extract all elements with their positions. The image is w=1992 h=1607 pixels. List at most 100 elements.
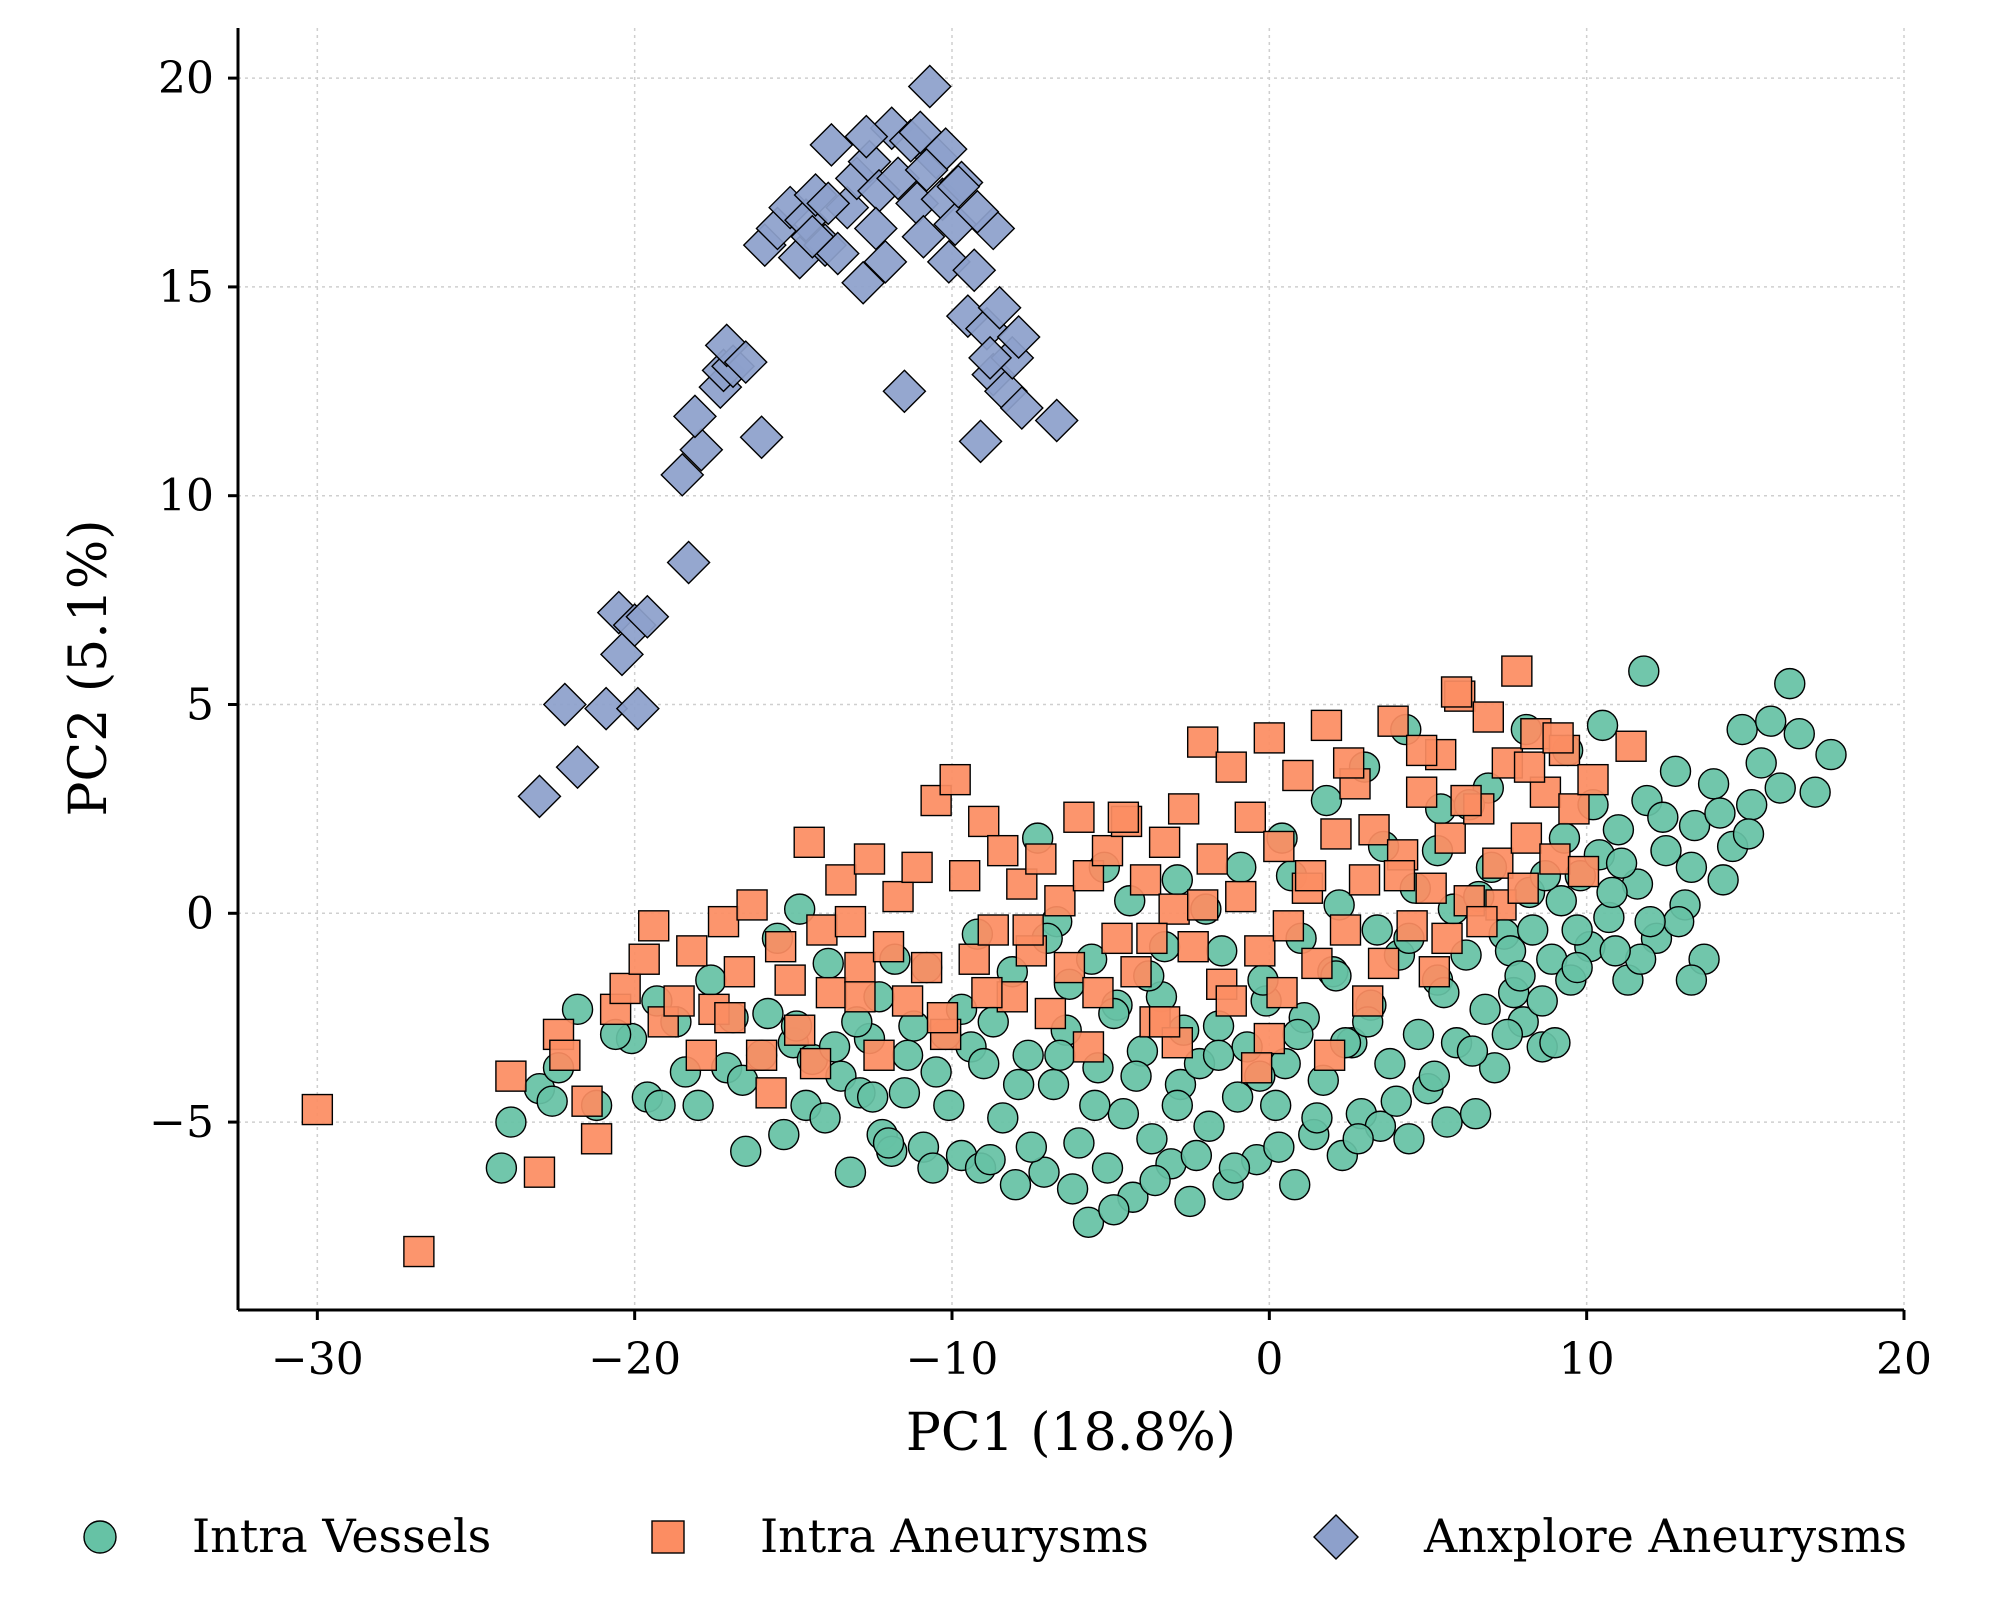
data-point-square	[1234, 801, 1266, 833]
data-point-square	[939, 763, 971, 796]
data-point-diamond	[790, 214, 835, 259]
data-point-circle	[1478, 1052, 1511, 1084]
data-point-square	[1253, 1022, 1286, 1055]
data-point-circle	[682, 1089, 714, 1122]
data-point-square	[580, 1123, 613, 1155]
data-point-circle	[888, 1077, 921, 1109]
data-point-square	[1472, 701, 1504, 733]
data-point-square	[1367, 947, 1400, 980]
data-point-square	[1567, 855, 1600, 888]
data-point-square	[1377, 705, 1409, 737]
y-tick-label: 0	[186, 888, 214, 939]
data-point-square	[1136, 922, 1168, 955]
data-point-circle	[1091, 1152, 1124, 1184]
data-point-circle	[1393, 1123, 1425, 1155]
data-point-circle	[968, 1047, 1000, 1080]
data-point-square	[1148, 1006, 1181, 1038]
data-point-square	[1167, 793, 1200, 825]
data-point-diamond	[958, 419, 1003, 464]
data-point-circle	[1783, 718, 1815, 750]
data-point-diamond	[841, 260, 886, 305]
data-point-square	[609, 972, 641, 1005]
data-point-square	[1107, 801, 1140, 833]
data-point-square	[1012, 914, 1044, 946]
data-point-square	[1431, 922, 1463, 955]
axes	[236, 28, 1904, 1312]
data-point-square	[977, 914, 1009, 946]
data-point-circle	[1586, 709, 1619, 742]
data-point-square	[1186, 726, 1219, 758]
data-point-square	[958, 943, 990, 975]
data-point-circle	[644, 1089, 676, 1122]
legend-item-intra-aneurysms: Intra Aneurysms	[651, 1509, 1149, 1563]
data-point-circle	[1012, 1039, 1044, 1071]
data-point-square	[1358, 814, 1390, 846]
data-point-diamond	[739, 415, 784, 460]
data-point-square	[1539, 843, 1571, 875]
x-tick-label: −20	[588, 1334, 681, 1385]
data-point-circle	[1456, 1035, 1489, 1067]
data-point-circle	[752, 997, 784, 1030]
data-point-diamond	[955, 189, 1000, 234]
data-point-square	[774, 964, 806, 996]
x-tick-label: 20	[1876, 1334, 1932, 1385]
data-point-circle	[1161, 1089, 1194, 1122]
data-point-square	[663, 985, 695, 1017]
legend-label-intra-aneurysms: Intra Aneurysms	[760, 1509, 1149, 1563]
data-point-circle	[1459, 1098, 1492, 1130]
data-point-square	[891, 985, 924, 1017]
data-point-circle	[1634, 905, 1666, 938]
data-point-circle	[1279, 1169, 1311, 1201]
legend-label-intra-vessels: Intra Vessels	[192, 1509, 491, 1563]
data-point-circle	[1263, 1131, 1295, 1163]
data-point-circle	[999, 1169, 1032, 1201]
data-point-circle	[1374, 1047, 1406, 1080]
data-point-diamond	[584, 686, 629, 731]
data-point-square	[495, 1060, 527, 1092]
data-point-circle	[1469, 993, 1501, 1026]
data-point-circle	[1301, 1102, 1333, 1134]
data-point-circle	[1602, 814, 1635, 846]
data-point-square	[1450, 784, 1482, 817]
data-point-circle	[1380, 1085, 1412, 1117]
data-point-circle	[1732, 818, 1765, 850]
data-point-circle	[1599, 935, 1631, 967]
data-point-circle	[1799, 776, 1831, 808]
data-point-square	[755, 1077, 787, 1109]
data-point-diamond	[882, 369, 927, 414]
data-point-circle	[1504, 960, 1536, 992]
legend-item-intra-vessels: Intra Vessels	[83, 1509, 491, 1563]
data-point-circle	[1136, 1123, 1168, 1155]
data-point-square	[1396, 910, 1428, 942]
data-point-circle	[1418, 1060, 1451, 1092]
data-point-diamond	[806, 181, 851, 226]
data-point-diamond	[968, 335, 1013, 380]
data-point-square	[1466, 905, 1498, 938]
data-point-square	[1101, 922, 1133, 955]
legend-marker-circle	[83, 1520, 117, 1554]
data-point-circle	[812, 947, 844, 980]
data-point-square	[571, 1085, 603, 1117]
data-point-square	[1405, 776, 1438, 808]
data-point-square	[844, 951, 876, 984]
data-point-circle	[1491, 1018, 1524, 1051]
data-point-square	[1542, 722, 1574, 754]
data-point-square	[1310, 709, 1343, 742]
data-point-circle	[1517, 914, 1549, 946]
data-point-square	[403, 1235, 435, 1268]
data-point-circle	[1561, 951, 1593, 984]
data-point-diamond	[863, 239, 908, 284]
data-point-circle	[1678, 809, 1711, 842]
data-point-square	[1294, 860, 1327, 892]
data-point-circle	[1259, 1089, 1292, 1122]
data-point-square	[1120, 956, 1152, 988]
data-point-square	[736, 889, 768, 921]
data-point-circle	[1079, 1089, 1111, 1122]
data-point-diamond	[904, 147, 949, 192]
data-point-circle	[1056, 1173, 1089, 1205]
data-point-circle	[1735, 789, 1768, 821]
data-point-square	[1244, 935, 1276, 967]
data-point-diamond	[672, 394, 717, 439]
data-point-circle	[1704, 797, 1736, 829]
data-point-square	[815, 976, 848, 1009]
